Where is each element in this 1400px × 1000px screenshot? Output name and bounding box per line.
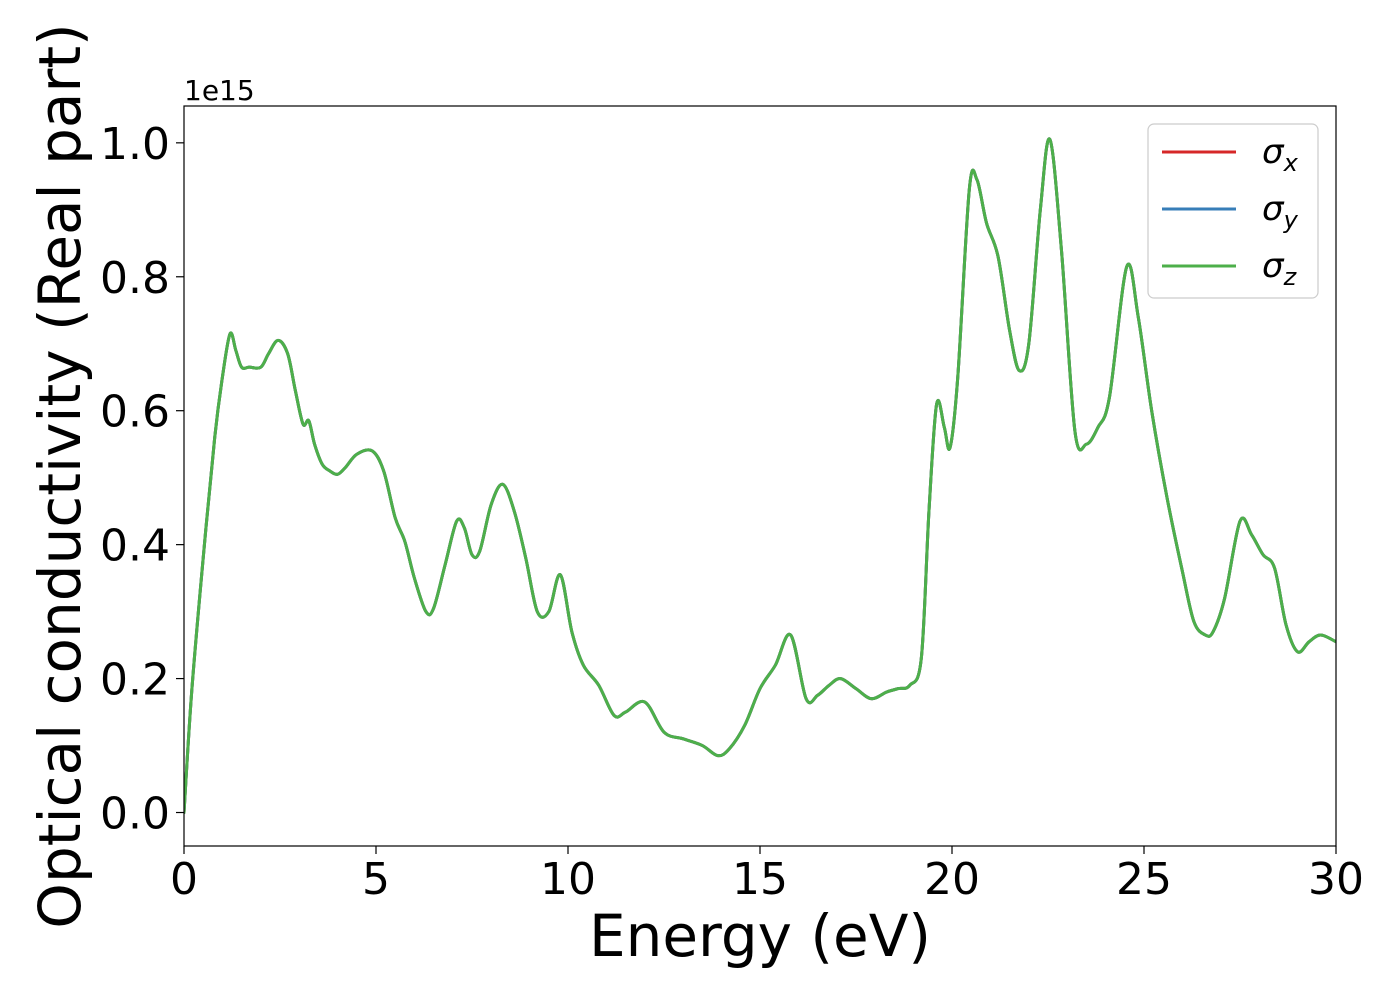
- y-tick-label: 0.8: [100, 253, 170, 304]
- x-tick-label: 15: [732, 854, 788, 905]
- x-tick-label: 20: [924, 854, 980, 905]
- legend-box: [1147, 123, 1319, 299]
- y-tick-label: 0.4: [100, 521, 170, 572]
- x-axis-label: Energy (eV): [589, 902, 931, 970]
- series-line-z: [184, 137, 1336, 815]
- y-axis-ticks: 0.0 0.2 0.4 0.6 0.8 1.0: [100, 119, 184, 840]
- y-tick-label: 0.6: [100, 387, 170, 438]
- y-tick-label: 1.0: [100, 119, 170, 170]
- series-lines: [184, 137, 1336, 815]
- y-axis-label: Optical conductivity (Real part): [26, 23, 94, 928]
- x-tick-label: 10: [540, 854, 596, 905]
- x-tick-label: 25: [1116, 854, 1172, 905]
- x-tick-label: 0: [170, 854, 198, 905]
- x-tick-label: 30: [1308, 854, 1364, 905]
- y-tick-label: 0.2: [100, 655, 170, 706]
- x-tick-label: 5: [362, 854, 390, 905]
- x-axis-ticks: 0 5 10 15 20 25 30: [170, 846, 1364, 905]
- y-tick-label: 0.0: [100, 789, 170, 840]
- y-offset-label: 1e15: [184, 74, 255, 107]
